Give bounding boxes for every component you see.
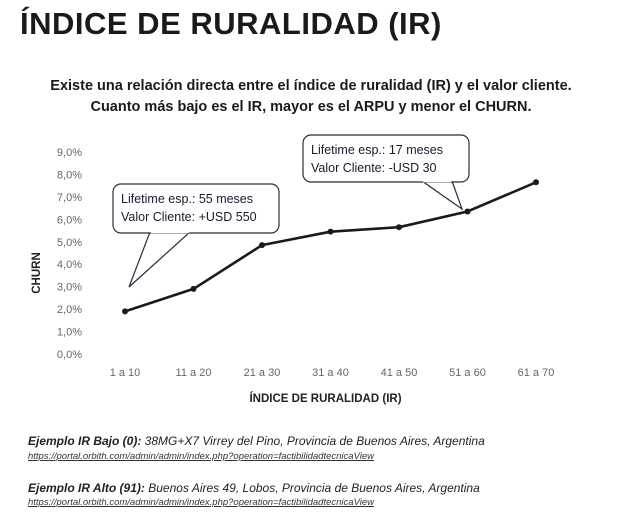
data-point	[533, 179, 539, 186]
data-point	[190, 285, 197, 292]
x-tick-label: 1 a 10	[110, 367, 141, 379]
callout-box	[302, 134, 470, 183]
callout-box	[112, 183, 280, 234]
example-high-text: Buenos Aires 49, Lobos, Provincia de Bue…	[144, 481, 480, 495]
data-point	[464, 208, 471, 215]
y-tick-label: 5,0%	[57, 237, 82, 249]
x-tick-label: 21 a 30	[244, 367, 281, 379]
callout: Lifetime esp.: 55 meses Valor Cliente: +U…	[112, 183, 280, 288]
x-axis-ticks: 1 a 10 11 a 20 21 a 30 31 a 40 41 a 50 51 a 6…	[110, 367, 555, 379]
subtitle-line-1: Existe una relación directa entre el índ…	[50, 78, 572, 94]
x-tick-label: 11 a 20	[176, 367, 212, 379]
callout: Lifetime esp.: 17 meses Valor Cliente: -U…	[302, 134, 470, 211]
example-low-label: Ejemplo IR Bajo (0):	[28, 434, 142, 448]
callout-line-1: Lifetime esp.: 55 meses	[121, 192, 253, 206]
y-tick-label: 2,0%	[57, 304, 82, 316]
y-tick-label: 8,0%	[57, 169, 82, 181]
y-tick-label: 0,0%	[57, 349, 82, 361]
callout-pointer	[420, 180, 464, 211]
y-tick-label: 4,0%	[57, 259, 82, 271]
example-low-text: 38MG+X7 Virrey del Pino, Provincia de Bu…	[141, 434, 485, 448]
series-group	[122, 179, 539, 315]
callout-line-2: Valor Cliente: -USD 30	[311, 161, 437, 175]
y-tick-label: 7,0%	[57, 192, 82, 204]
y-axis-title: CHURN	[31, 252, 43, 294]
data-point	[327, 228, 334, 235]
data-point	[259, 242, 265, 249]
page-title: ÍNDICE DE RURALIDAD (IR)	[20, 6, 442, 41]
y-tick-label: 9,0%	[57, 147, 82, 159]
x-tick-label: 51 a 60	[449, 367, 486, 379]
example-high: Ejemplo IR Alto (91): Buenos Aires 49, L…	[28, 481, 480, 495]
callout-pointer	[128, 231, 192, 288]
y-tick-label: 6,0%	[57, 214, 82, 226]
y-tick-label: 1,0%	[57, 327, 82, 339]
x-tick-label: 41 a 50	[381, 367, 418, 379]
data-point	[122, 308, 128, 315]
callout-line-1: Lifetime esp.: 17 meses	[311, 143, 443, 157]
example-low: Ejemplo IR Bajo (0): 38MG+X7 Virrey del …	[28, 434, 485, 448]
example-high-label: Ejemplo IR Alto (91):	[28, 481, 145, 495]
x-axis-title: ÍNDICE DE RURALIDAD (IR)	[249, 392, 401, 405]
example-high-url[interactable]: https://portal.orbith.com/admin/admin/in…	[28, 497, 374, 508]
churn-line-chart: 0,0% 1,0% 2,0% 3,0% 4,0% 5,0% 6,0% 7,0% 8,0% 9,0%…	[31, 134, 555, 405]
callouts-group: Lifetime esp.: 55 meses Valor Cliente: +U…	[112, 134, 470, 288]
subtitle-line-2: Cuanto más bajo es el IR, mayor es el AR…	[90, 99, 532, 115]
example-low-url[interactable]: https://portal.orbith.com/admin/admin/in…	[28, 451, 374, 462]
callout-line-2: Valor Cliente: +USD 550	[121, 210, 257, 224]
x-tick-label: 31 a 40	[312, 367, 349, 379]
data-point	[396, 224, 402, 231]
y-tick-label: 3,0%	[57, 282, 82, 294]
x-tick-label: 61 a 70	[518, 367, 555, 379]
y-axis-ticks: 0,0% 1,0% 2,0% 3,0% 4,0% 5,0% 6,0% 7,0% 8,0% 9,0%	[57, 147, 82, 361]
